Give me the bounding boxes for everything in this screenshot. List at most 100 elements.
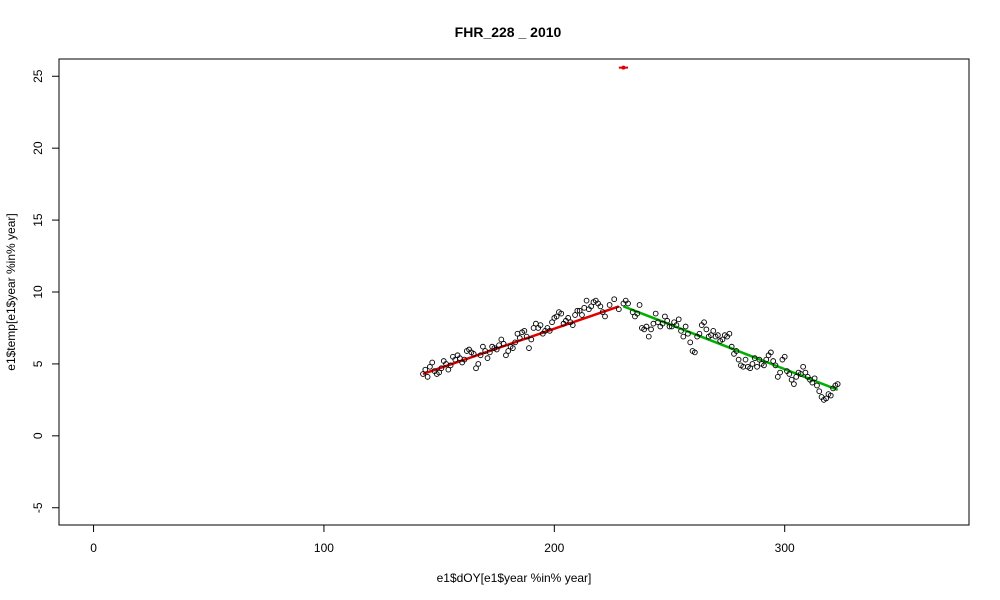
data-point <box>719 336 726 343</box>
data-point <box>602 313 608 320</box>
data-point <box>436 369 442 376</box>
data-point <box>814 382 820 389</box>
data-point <box>509 345 516 351</box>
data-point <box>675 316 682 323</box>
data-point <box>576 307 583 314</box>
data-point <box>710 327 717 334</box>
data-point <box>634 310 641 317</box>
data-point <box>816 388 823 395</box>
data-point <box>682 323 689 330</box>
data-point <box>772 362 779 369</box>
data-point <box>475 361 482 367</box>
y-tick-label: -5 <box>31 502 45 513</box>
data-point <box>691 349 698 356</box>
data-point <box>583 297 590 304</box>
data-point <box>420 371 426 377</box>
data-point <box>565 315 571 321</box>
data-point <box>645 333 652 340</box>
data-point <box>754 363 760 370</box>
data-point <box>774 374 781 380</box>
breakpoint-dot <box>621 65 626 70</box>
data-point <box>493 346 500 353</box>
data-point <box>611 296 618 303</box>
data-point <box>480 343 486 350</box>
data-point <box>546 327 553 334</box>
data-point <box>558 310 565 317</box>
y-axis-label: e1$temp[e1$year %in% year] <box>4 213 18 370</box>
data-point <box>802 369 809 376</box>
data-point <box>763 356 770 363</box>
y-tick-label: 0 <box>31 432 45 439</box>
y-tick-label: 5 <box>31 360 45 367</box>
data-point <box>715 332 721 338</box>
data-point <box>505 348 512 354</box>
data-point <box>728 343 735 350</box>
y-tick-label: 15 <box>31 213 45 227</box>
data-point <box>680 333 687 340</box>
breakpoint-marker <box>618 65 629 70</box>
data-point <box>650 320 657 327</box>
data-point <box>733 348 740 354</box>
data-point <box>793 374 800 380</box>
data-point <box>809 379 816 386</box>
data-point <box>523 333 530 340</box>
data-point <box>537 322 544 328</box>
data-point <box>768 349 774 356</box>
data-point <box>599 309 606 315</box>
data-point <box>678 327 684 334</box>
data-point <box>521 327 528 334</box>
data-point <box>500 340 507 347</box>
data-point <box>581 304 588 311</box>
y-tick-label: 10 <box>31 285 45 299</box>
data-point <box>625 300 631 307</box>
data-point <box>648 326 654 333</box>
data-point <box>549 319 555 326</box>
y-tick-label: 25 <box>31 69 45 83</box>
data-point <box>477 352 484 359</box>
data-point <box>742 356 749 363</box>
data-point <box>685 330 691 337</box>
data-point <box>770 358 777 364</box>
data-point <box>572 312 578 318</box>
data-points <box>420 296 841 403</box>
data-point <box>429 359 436 366</box>
data-point <box>834 381 841 387</box>
x-tick-label: 200 <box>544 541 564 555</box>
data-point <box>606 302 613 308</box>
data-point <box>687 339 694 346</box>
data-point <box>484 355 491 362</box>
data-point <box>781 353 788 360</box>
data-point <box>473 365 479 372</box>
data-point <box>528 336 535 343</box>
data-point <box>788 376 795 383</box>
data-point <box>424 374 431 380</box>
data-point <box>636 302 643 308</box>
data-point <box>512 339 519 346</box>
data-point <box>662 313 668 320</box>
data-point <box>701 319 707 326</box>
data-point <box>791 381 797 387</box>
data-point <box>588 303 595 310</box>
data-point <box>615 306 622 313</box>
data-point <box>422 366 429 373</box>
data-point <box>486 349 493 356</box>
data-point <box>749 361 756 367</box>
plot-frame <box>58 58 970 526</box>
data-point <box>445 366 452 373</box>
chart-title: FHR_228 _ 2010 <box>455 24 562 40</box>
data-point <box>579 312 585 318</box>
data-point <box>427 363 433 370</box>
x-tick-label: 0 <box>90 541 97 555</box>
data-point <box>516 335 523 341</box>
data-point <box>470 350 477 357</box>
data-point <box>526 345 532 351</box>
x-tick-label: 300 <box>775 541 795 555</box>
y-tick-label: 20 <box>31 141 45 155</box>
data-point <box>666 323 673 330</box>
data-point <box>498 336 505 343</box>
data-point <box>438 365 445 372</box>
data-point <box>659 320 666 327</box>
data-point <box>827 392 834 399</box>
data-point <box>574 307 581 314</box>
